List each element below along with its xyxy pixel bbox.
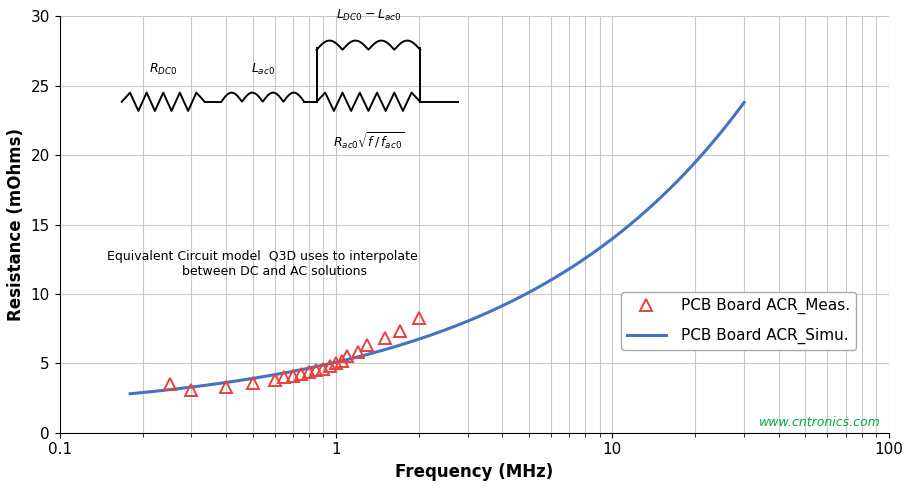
X-axis label: Frequency (MHz): Frequency (MHz) — [395, 463, 553, 481]
Text: Equivalent Circuit model  Q3D uses to interpolate
      between DC and AC soluti: Equivalent Circuit model Q3D uses to int… — [107, 249, 418, 278]
Text: www.cntronics.com: www.cntronics.com — [759, 416, 880, 428]
Text: $R_{DC0}$: $R_{DC0}$ — [149, 61, 177, 77]
Text: $R_{ac0}\sqrt{f\,/\,f_{ac0}}$: $R_{ac0}\sqrt{f\,/\,f_{ac0}}$ — [333, 131, 404, 152]
Legend: PCB Board ACR_Meas., PCB Board ACR_Simu.: PCB Board ACR_Meas., PCB Board ACR_Simu. — [622, 292, 856, 350]
Y-axis label: Resistance (mOhms): Resistance (mOhms) — [7, 128, 25, 321]
Text: $L_{DC0} - L_{ac0}$: $L_{DC0} - L_{ac0}$ — [336, 7, 401, 22]
Text: $L_{ac0}$: $L_{ac0}$ — [250, 61, 275, 77]
